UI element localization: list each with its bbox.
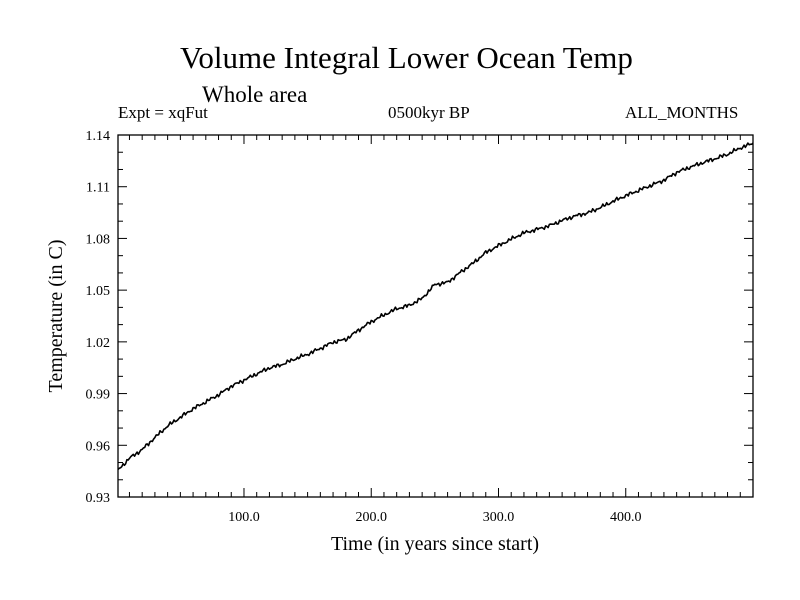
y-tick-label: 1.05 bbox=[86, 284, 111, 299]
y-tick-label: 0.99 bbox=[86, 388, 111, 403]
y-tick-label: 1.08 bbox=[86, 232, 111, 247]
series-line bbox=[117, 142, 754, 470]
chart-title: Volume Integral Lower Ocean Temp bbox=[180, 40, 633, 75]
x-tick-label: 300.0 bbox=[483, 510, 515, 525]
experiment-label: Expt = xqFut bbox=[118, 103, 208, 122]
y-axis-label: Temperature (in C) bbox=[45, 240, 67, 393]
y-tick-label: 1.14 bbox=[86, 129, 111, 144]
axis-ticks: 100.0 200.0 300.0 400.0 0.93 0.96 0.99 1.02 1.05… bbox=[86, 129, 753, 525]
x-tick-label: 400.0 bbox=[610, 510, 642, 525]
y-tick-label: 1.02 bbox=[86, 336, 111, 351]
x-tick-label: 100.0 bbox=[228, 510, 260, 525]
data-marks bbox=[117, 142, 754, 470]
y-tick-label: 1.11 bbox=[86, 181, 110, 196]
y-tick-label: 0.93 bbox=[86, 491, 111, 506]
period-label: 0500kyr BP bbox=[388, 103, 470, 122]
months-label: ALL_MONTHS bbox=[625, 103, 739, 122]
x-tick-label: 200.0 bbox=[355, 510, 387, 525]
plot-area bbox=[117, 134, 754, 498]
chart-subtitle: Whole area bbox=[202, 82, 308, 107]
x-axis-label: Time (in years since start) bbox=[331, 533, 539, 555]
y-tick-label: 0.96 bbox=[86, 439, 111, 454]
